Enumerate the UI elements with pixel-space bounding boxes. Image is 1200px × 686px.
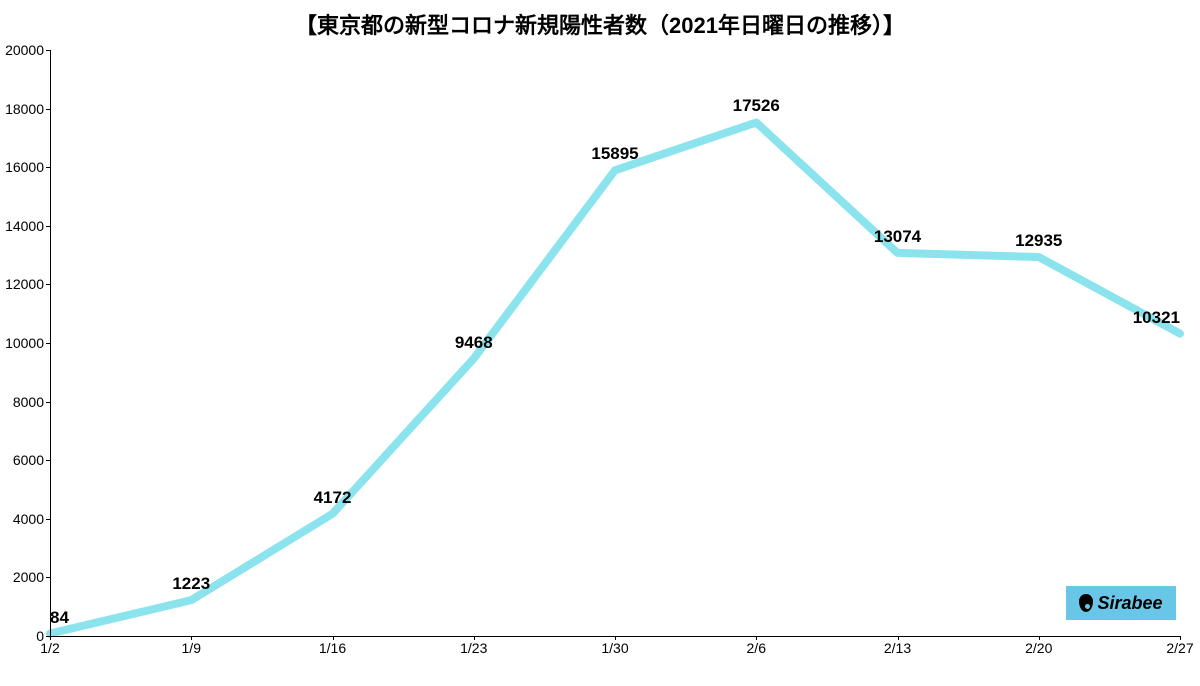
y-tick-mark [46,284,50,285]
y-tick-mark [46,577,50,578]
y-tick-mark [46,402,50,403]
y-tick-label: 16000 [5,159,50,175]
x-tick-mark [333,636,334,640]
y-tick-label: 18000 [5,101,50,117]
x-tick-mark [50,636,51,640]
data-point-label: 13074 [874,227,921,247]
data-point-label: 15895 [591,144,638,164]
y-tick-mark [46,167,50,168]
x-tick-mark [191,636,192,640]
y-tick-mark [46,343,50,344]
x-tick-mark [615,636,616,640]
y-tick-label: 4000 [13,511,50,527]
y-tick-label: 12000 [5,276,50,292]
line-series [50,50,1180,636]
data-point-label: 17526 [733,96,780,116]
logo-text: Sirabee [1097,593,1162,614]
x-tick-mark [1039,636,1040,640]
y-tick-label: 8000 [13,394,50,410]
data-point-label: 9468 [455,333,493,353]
y-tick-mark [46,50,50,51]
sirabee-logo: Sirabee [1066,586,1176,620]
data-point-label: 4172 [314,488,352,508]
y-tick-mark [46,460,50,461]
y-tick-mark [46,519,50,520]
data-point-label: 84 [50,608,69,628]
chart-title: 【東京都の新型コロナ新規陽性者数（2021年日曜日の推移）】 [0,8,1200,40]
plot-area: 0200040006000800010000120001400016000180… [50,50,1180,636]
data-point-label: 1223 [172,574,210,594]
y-tick-label: 20000 [5,42,50,58]
x-tick-mark [1180,636,1181,640]
y-tick-mark [46,226,50,227]
drop-icon [1079,594,1093,612]
y-tick-label: 2000 [13,569,50,585]
data-point-label: 10321 [1133,308,1180,328]
data-point-label: 12935 [1015,231,1062,251]
y-axis [50,50,51,636]
y-tick-mark [46,109,50,110]
y-tick-label: 6000 [13,452,50,468]
y-tick-label: 14000 [5,218,50,234]
x-tick-mark [756,636,757,640]
x-tick-mark [474,636,475,640]
y-tick-label: 10000 [5,335,50,351]
x-tick-mark [898,636,899,640]
